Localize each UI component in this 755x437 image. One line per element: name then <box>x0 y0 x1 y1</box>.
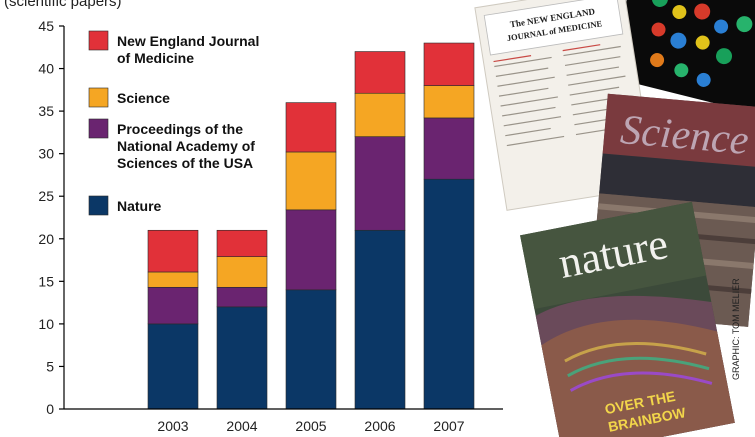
bar-segment-2005-science <box>285 151 337 211</box>
bar-segment-2006-nature <box>354 229 406 410</box>
legend-swatch <box>88 195 109 216</box>
bar-segment-2006-science <box>354 92 406 137</box>
y-tick-label: 30 <box>38 146 54 162</box>
x-tick-label: 2007 <box>433 418 464 434</box>
x-axis: 2003 2004 2005 2006 2007 <box>64 408 503 434</box>
legend-label: National Academy of <box>117 138 255 154</box>
legend-label: Proceedings of the <box>117 121 243 137</box>
bar-segment-2005-nature <box>285 289 337 410</box>
y-tick-label: 45 <box>38 18 54 34</box>
covers-collage: The NEW ENGLAND JOURNAL of MEDICINE <box>474 0 755 437</box>
y-tick-label: 15 <box>38 273 54 289</box>
legend-label: Sciences of the USA <box>117 155 253 171</box>
y-tick-label: 20 <box>38 231 54 247</box>
nejm-text-columns <box>494 45 632 147</box>
legend-label: New England Journal <box>117 33 259 49</box>
header-fragment: (scientific papers) <box>4 0 122 10</box>
bar-segment-2007-nature <box>423 178 475 410</box>
bar-segment-2004-proceedings <box>216 286 268 308</box>
brain-scan-cover <box>607 0 755 118</box>
y-tick-label: 10 <box>38 316 54 332</box>
legend-label: of Medicine <box>117 50 194 66</box>
bar-segment-2005-proceedings <box>285 209 337 291</box>
y-tick-label: 25 <box>38 188 54 204</box>
legend-label: Nature <box>117 198 162 214</box>
nature-cover: nature OVER THE BRAINBOW <box>520 201 735 437</box>
bar-segment-2007-proceedings <box>423 117 475 180</box>
bar-segment-2003-science <box>147 271 199 288</box>
chart-bars <box>147 42 475 410</box>
graphic-credit: GRAPHIC: TOM MELIER <box>731 278 741 380</box>
bar-segment-2007-new <box>423 42 475 86</box>
bar-segment-2003-proceedings <box>147 286 199 325</box>
bar-segment-2003-new <box>147 229 199 273</box>
legend-label: Science <box>117 90 170 106</box>
legend-swatch <box>88 87 109 108</box>
x-tick-label: 2003 <box>157 418 188 434</box>
y-axis: 0 5 10 15 20 25 30 35 40 45 <box>38 18 65 417</box>
y-tick-label: 40 <box>38 61 54 77</box>
bar-segment-2007-science <box>423 85 475 119</box>
bar-segment-2004-new <box>216 229 268 257</box>
x-tick-label: 2005 <box>295 418 326 434</box>
bar-segment-2005-new <box>285 102 337 153</box>
bar-segment-2006-proceedings <box>354 136 406 231</box>
y-tick-label: 35 <box>38 103 54 119</box>
x-tick-label: 2006 <box>364 418 395 434</box>
bar-segment-2006-new <box>354 51 406 94</box>
bar-segment-2003-nature <box>147 323 199 410</box>
bar-segment-2004-nature <box>216 306 268 410</box>
y-tick-label: 0 <box>46 401 54 417</box>
bar-segment-2004-science <box>216 256 268 288</box>
legend-swatch <box>88 30 109 51</box>
science-title: Science <box>619 107 751 164</box>
x-tick-label: 2004 <box>226 418 257 434</box>
legend-swatch <box>88 118 109 139</box>
y-tick-label: 5 <box>46 358 54 374</box>
